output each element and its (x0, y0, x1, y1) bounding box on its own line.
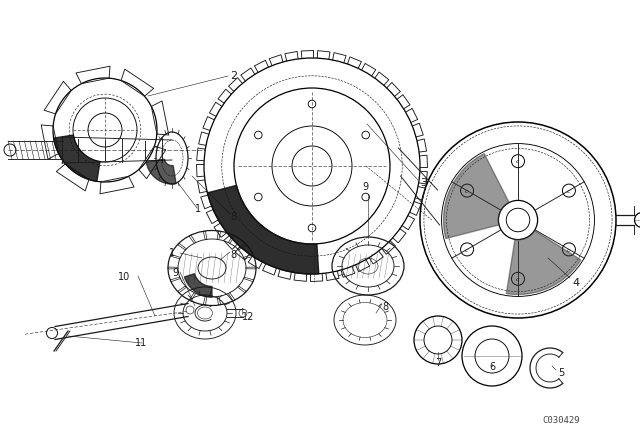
Polygon shape (54, 135, 100, 181)
Text: 3: 3 (420, 178, 427, 188)
Text: c: c (515, 277, 519, 282)
Text: 12: 12 (242, 312, 254, 322)
Text: c: c (566, 248, 570, 253)
Text: 7: 7 (435, 358, 441, 368)
Polygon shape (147, 159, 176, 184)
Text: 9: 9 (172, 268, 178, 278)
Polygon shape (506, 231, 581, 294)
Text: c: c (465, 248, 468, 253)
Text: 8: 8 (382, 302, 388, 312)
Text: 2: 2 (230, 71, 237, 81)
Text: 11: 11 (135, 338, 147, 348)
Text: C030429: C030429 (542, 415, 580, 425)
Text: 1: 1 (195, 204, 201, 214)
Text: c: c (566, 189, 570, 194)
Text: 10: 10 (118, 272, 131, 282)
Text: 9: 9 (362, 182, 368, 192)
Text: c: c (465, 189, 468, 194)
Polygon shape (444, 154, 509, 238)
Text: 5: 5 (558, 368, 564, 378)
Polygon shape (207, 185, 319, 274)
Text: 6: 6 (489, 362, 495, 372)
Text: c: c (515, 159, 519, 164)
Text: 8: 8 (230, 250, 236, 260)
Polygon shape (184, 274, 212, 297)
Text: 4: 4 (572, 278, 579, 288)
Text: 8: 8 (230, 212, 236, 222)
Text: 1: 1 (169, 248, 175, 258)
